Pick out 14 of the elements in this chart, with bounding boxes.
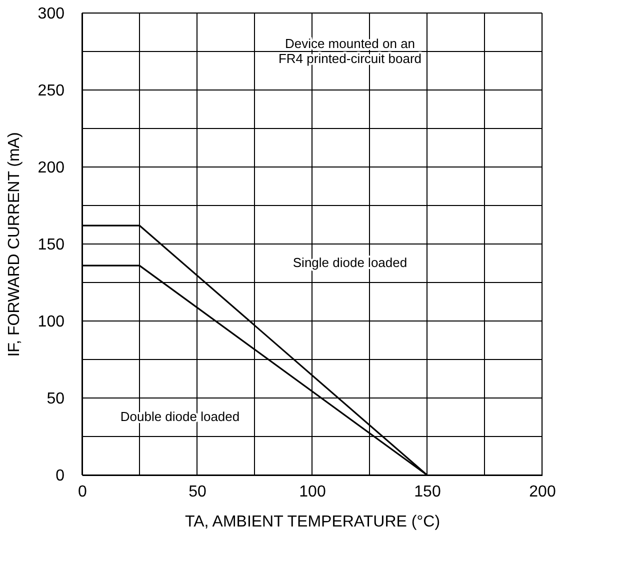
y-tick-label: 250 [38, 82, 65, 100]
y-tick-label: 150 [38, 236, 65, 254]
y-tick-label: 300 [38, 6, 65, 22]
x-tick-label: 200 [529, 484, 556, 500]
x-tick-label: 150 [414, 484, 441, 500]
y-tick-label: 50 [46, 390, 65, 408]
x-tick-label: 100 [299, 484, 326, 500]
x-axis-title: TA, AMBIENT TEMPERATURE (°C) [184, 514, 440, 530]
x-tick-label: 0 [78, 484, 88, 500]
y-tick-label: 100 [38, 314, 65, 330]
x-tick-label: 50 [188, 484, 206, 500]
y-tick-label: 200 [38, 160, 65, 176]
y-tick-label: 0 [56, 468, 65, 484]
y-axis-title: IF, FORWARD CURRENT (mA) [6, 132, 23, 357]
